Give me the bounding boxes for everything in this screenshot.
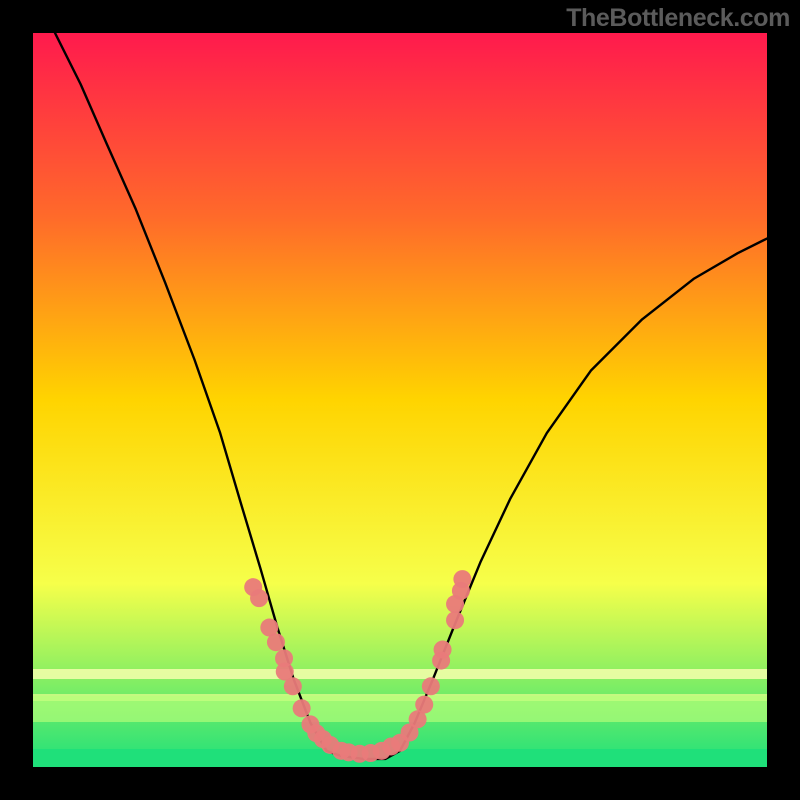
watermark-text: TheBottleneck.com — [566, 4, 790, 33]
curve-right — [400, 239, 767, 751]
marker-dot — [453, 570, 471, 588]
marker-dot — [415, 696, 433, 714]
marker-dot — [267, 633, 285, 651]
marker-dot — [284, 677, 302, 695]
curve-left — [55, 33, 327, 751]
marker-dot — [422, 677, 440, 695]
outer-frame: TheBottleneck.com — [0, 0, 800, 800]
marker-dot — [434, 641, 452, 659]
gradient-plot-area — [33, 33, 767, 767]
marker-dot — [293, 699, 311, 717]
plot-svg — [33, 33, 767, 767]
marker-dot — [446, 611, 464, 629]
marker-dot — [250, 589, 268, 607]
